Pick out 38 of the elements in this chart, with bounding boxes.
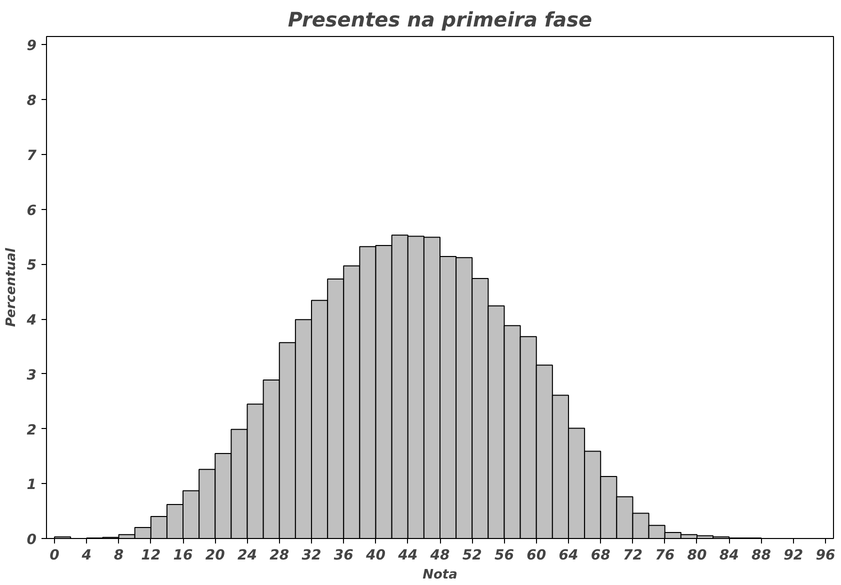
x-tick-label: 52 — [462, 548, 482, 564]
x-tick-label: 32 — [302, 548, 322, 564]
y-tick-label: 3 — [26, 367, 37, 384]
x-tick-label: 20 — [205, 548, 226, 564]
x-tick-label: 64 — [558, 548, 578, 564]
x-tick-label: 88 — [751, 548, 772, 564]
x-tick-label: 92 — [784, 548, 804, 564]
x-tick-label: 28 — [270, 548, 290, 564]
y-tick-label: 7 — [26, 148, 37, 164]
x-tick-label: 0 — [50, 548, 60, 564]
x-tick-label: 4 — [80, 548, 92, 564]
x-tick-label: 24 — [238, 548, 258, 564]
y-tick-label: 2 — [26, 422, 37, 438]
x-tick-label: 44 — [397, 548, 418, 564]
x-axis-title: Nota — [422, 568, 458, 582]
x-tick-label: 68 — [590, 548, 611, 564]
x-tick-label: 48 — [429, 548, 450, 564]
chart-title: Presentes na primeira fase — [288, 8, 592, 32]
y-axis-title: Percentual — [4, 248, 19, 327]
x-tick-label: 96 — [816, 548, 836, 564]
x-tick-label: 8 — [114, 548, 124, 564]
y-tick-label: 6 — [26, 202, 37, 219]
x-tick-label: 16 — [173, 548, 194, 564]
x-tick-label: 80 — [687, 548, 707, 564]
y-tick-label: 5 — [26, 258, 37, 274]
y-tick-label: 1 — [26, 477, 37, 494]
x-tick-label: 56 — [494, 548, 514, 564]
y-tick-label: 9 — [26, 38, 37, 54]
y-tick-label: 4 — [26, 312, 37, 329]
x-tick-label: 60 — [526, 548, 546, 564]
x-tick-label: 12 — [141, 548, 161, 564]
y-tick-label: 0 — [26, 532, 37, 548]
x-tick-label: 40 — [365, 548, 386, 564]
x-tick-label: 72 — [622, 548, 642, 564]
y-tick-label: 8 — [26, 93, 37, 110]
x-tick-label: 84 — [719, 548, 739, 564]
x-tick-label: 76 — [655, 548, 675, 564]
x-tick-label: 36 — [334, 548, 354, 564]
